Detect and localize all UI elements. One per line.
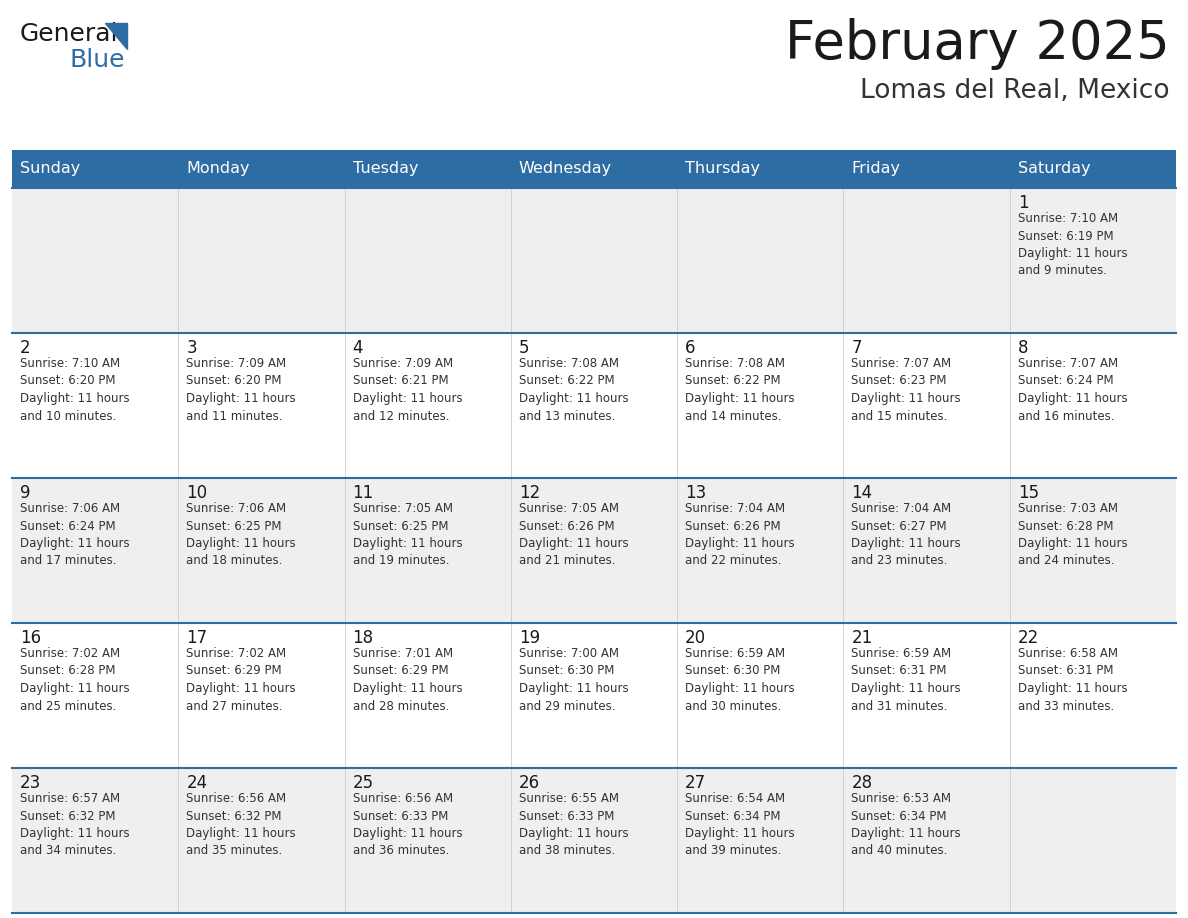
Text: Sunrise: 7:06 AM
Sunset: 6:24 PM
Daylight: 11 hours
and 17 minutes.: Sunrise: 7:06 AM Sunset: 6:24 PM Dayligh… — [20, 502, 129, 567]
Text: Sunrise: 7:02 AM
Sunset: 6:29 PM
Daylight: 11 hours
and 27 minutes.: Sunrise: 7:02 AM Sunset: 6:29 PM Dayligh… — [187, 647, 296, 712]
Text: Sunrise: 7:10 AM
Sunset: 6:19 PM
Daylight: 11 hours
and 9 minutes.: Sunrise: 7:10 AM Sunset: 6:19 PM Dayligh… — [1018, 212, 1127, 277]
Text: 8: 8 — [1018, 339, 1029, 357]
Text: 1: 1 — [1018, 194, 1029, 212]
Text: Sunrise: 6:54 AM
Sunset: 6:34 PM
Daylight: 11 hours
and 39 minutes.: Sunrise: 6:54 AM Sunset: 6:34 PM Dayligh… — [685, 792, 795, 857]
Text: Lomas del Real, Mexico: Lomas del Real, Mexico — [860, 78, 1170, 104]
Text: 15: 15 — [1018, 484, 1038, 502]
Text: 6: 6 — [685, 339, 696, 357]
Text: Sunrise: 7:06 AM
Sunset: 6:25 PM
Daylight: 11 hours
and 18 minutes.: Sunrise: 7:06 AM Sunset: 6:25 PM Dayligh… — [187, 502, 296, 567]
Bar — [12, 768, 1176, 913]
Text: Sunrise: 7:07 AM
Sunset: 6:24 PM
Daylight: 11 hours
and 16 minutes.: Sunrise: 7:07 AM Sunset: 6:24 PM Dayligh… — [1018, 357, 1127, 422]
Text: Thursday: Thursday — [685, 162, 760, 176]
Text: Sunrise: 7:05 AM
Sunset: 6:25 PM
Daylight: 11 hours
and 19 minutes.: Sunrise: 7:05 AM Sunset: 6:25 PM Dayligh… — [353, 502, 462, 567]
Text: 28: 28 — [852, 774, 872, 792]
Text: 17: 17 — [187, 629, 208, 647]
Text: 10: 10 — [187, 484, 208, 502]
Text: Sunrise: 6:55 AM
Sunset: 6:33 PM
Daylight: 11 hours
and 38 minutes.: Sunrise: 6:55 AM Sunset: 6:33 PM Dayligh… — [519, 792, 628, 857]
Bar — [12, 623, 1176, 768]
Text: 19: 19 — [519, 629, 541, 647]
Text: Sunrise: 7:08 AM
Sunset: 6:22 PM
Daylight: 11 hours
and 13 minutes.: Sunrise: 7:08 AM Sunset: 6:22 PM Dayligh… — [519, 357, 628, 422]
Text: 11: 11 — [353, 484, 374, 502]
Text: Sunrise: 7:07 AM
Sunset: 6:23 PM
Daylight: 11 hours
and 15 minutes.: Sunrise: 7:07 AM Sunset: 6:23 PM Dayligh… — [852, 357, 961, 422]
Text: Sunday: Sunday — [20, 162, 81, 176]
Text: 5: 5 — [519, 339, 530, 357]
Text: 20: 20 — [685, 629, 707, 647]
Text: 16: 16 — [20, 629, 42, 647]
Text: Friday: Friday — [852, 162, 901, 176]
Text: Sunrise: 7:09 AM
Sunset: 6:21 PM
Daylight: 11 hours
and 12 minutes.: Sunrise: 7:09 AM Sunset: 6:21 PM Dayligh… — [353, 357, 462, 422]
Text: 25: 25 — [353, 774, 374, 792]
Text: 3: 3 — [187, 339, 197, 357]
Text: Sunrise: 7:00 AM
Sunset: 6:30 PM
Daylight: 11 hours
and 29 minutes.: Sunrise: 7:00 AM Sunset: 6:30 PM Dayligh… — [519, 647, 628, 712]
Text: 18: 18 — [353, 629, 374, 647]
Text: 27: 27 — [685, 774, 707, 792]
Bar — [12, 150, 1176, 188]
Text: Sunrise: 7:03 AM
Sunset: 6:28 PM
Daylight: 11 hours
and 24 minutes.: Sunrise: 7:03 AM Sunset: 6:28 PM Dayligh… — [1018, 502, 1127, 567]
Bar — [12, 333, 1176, 478]
Bar — [12, 478, 1176, 623]
Text: Wednesday: Wednesday — [519, 162, 612, 176]
Bar — [12, 188, 1176, 333]
Text: 12: 12 — [519, 484, 541, 502]
Text: Sunrise: 7:01 AM
Sunset: 6:29 PM
Daylight: 11 hours
and 28 minutes.: Sunrise: 7:01 AM Sunset: 6:29 PM Dayligh… — [353, 647, 462, 712]
Text: 26: 26 — [519, 774, 541, 792]
Text: Sunrise: 7:10 AM
Sunset: 6:20 PM
Daylight: 11 hours
and 10 minutes.: Sunrise: 7:10 AM Sunset: 6:20 PM Dayligh… — [20, 357, 129, 422]
Polygon shape — [105, 23, 127, 49]
Text: Blue: Blue — [70, 48, 126, 72]
Text: General: General — [20, 22, 119, 46]
Text: Sunrise: 7:05 AM
Sunset: 6:26 PM
Daylight: 11 hours
and 21 minutes.: Sunrise: 7:05 AM Sunset: 6:26 PM Dayligh… — [519, 502, 628, 567]
Text: Sunrise: 7:09 AM
Sunset: 6:20 PM
Daylight: 11 hours
and 11 minutes.: Sunrise: 7:09 AM Sunset: 6:20 PM Dayligh… — [187, 357, 296, 422]
Text: Tuesday: Tuesday — [353, 162, 418, 176]
Text: Saturday: Saturday — [1018, 162, 1091, 176]
Text: Sunrise: 7:02 AM
Sunset: 6:28 PM
Daylight: 11 hours
and 25 minutes.: Sunrise: 7:02 AM Sunset: 6:28 PM Dayligh… — [20, 647, 129, 712]
Text: 4: 4 — [353, 339, 364, 357]
Text: February 2025: February 2025 — [785, 18, 1170, 70]
Text: Sunrise: 6:59 AM
Sunset: 6:30 PM
Daylight: 11 hours
and 30 minutes.: Sunrise: 6:59 AM Sunset: 6:30 PM Dayligh… — [685, 647, 795, 712]
Text: Sunrise: 6:53 AM
Sunset: 6:34 PM
Daylight: 11 hours
and 40 minutes.: Sunrise: 6:53 AM Sunset: 6:34 PM Dayligh… — [852, 792, 961, 857]
Text: 24: 24 — [187, 774, 208, 792]
Text: Sunrise: 6:56 AM
Sunset: 6:33 PM
Daylight: 11 hours
and 36 minutes.: Sunrise: 6:56 AM Sunset: 6:33 PM Dayligh… — [353, 792, 462, 857]
Text: Sunrise: 6:57 AM
Sunset: 6:32 PM
Daylight: 11 hours
and 34 minutes.: Sunrise: 6:57 AM Sunset: 6:32 PM Dayligh… — [20, 792, 129, 857]
Text: 14: 14 — [852, 484, 872, 502]
Text: Sunrise: 7:04 AM
Sunset: 6:26 PM
Daylight: 11 hours
and 22 minutes.: Sunrise: 7:04 AM Sunset: 6:26 PM Dayligh… — [685, 502, 795, 567]
Text: 23: 23 — [20, 774, 42, 792]
Text: Sunrise: 7:08 AM
Sunset: 6:22 PM
Daylight: 11 hours
and 14 minutes.: Sunrise: 7:08 AM Sunset: 6:22 PM Dayligh… — [685, 357, 795, 422]
Text: 9: 9 — [20, 484, 31, 502]
Text: 13: 13 — [685, 484, 707, 502]
Text: Sunrise: 7:04 AM
Sunset: 6:27 PM
Daylight: 11 hours
and 23 minutes.: Sunrise: 7:04 AM Sunset: 6:27 PM Dayligh… — [852, 502, 961, 567]
Text: Sunrise: 6:59 AM
Sunset: 6:31 PM
Daylight: 11 hours
and 31 minutes.: Sunrise: 6:59 AM Sunset: 6:31 PM Dayligh… — [852, 647, 961, 712]
Text: 7: 7 — [852, 339, 862, 357]
Text: 22: 22 — [1018, 629, 1040, 647]
Text: Sunrise: 6:58 AM
Sunset: 6:31 PM
Daylight: 11 hours
and 33 minutes.: Sunrise: 6:58 AM Sunset: 6:31 PM Dayligh… — [1018, 647, 1127, 712]
Text: 21: 21 — [852, 629, 873, 647]
Text: Monday: Monday — [187, 162, 249, 176]
Text: 2: 2 — [20, 339, 31, 357]
Text: Sunrise: 6:56 AM
Sunset: 6:32 PM
Daylight: 11 hours
and 35 minutes.: Sunrise: 6:56 AM Sunset: 6:32 PM Dayligh… — [187, 792, 296, 857]
